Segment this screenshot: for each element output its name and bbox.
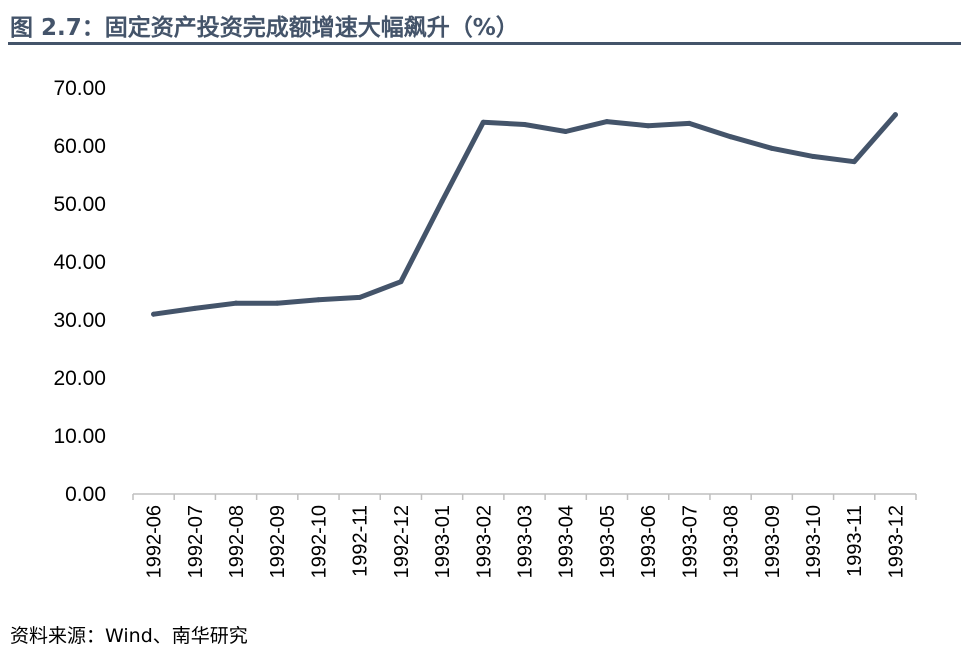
- y-tick-label: 70.00: [53, 77, 106, 100]
- data-point: [439, 198, 445, 204]
- x-tick-label: 1993-09: [762, 505, 784, 578]
- y-tick-label: 10.00: [53, 425, 106, 448]
- data-point: [686, 120, 692, 126]
- x-tick-label: 1992-11: [350, 505, 372, 577]
- figure-title: 图 2.7：固定资产投资完成额增速大幅飙升（%）: [10, 15, 519, 41]
- y-tick-label: 50.00: [53, 193, 106, 216]
- data-point: [563, 129, 569, 134]
- x-tick-label: 1993-11: [844, 505, 866, 577]
- data-point: [398, 279, 404, 285]
- x-axis: 1992-06 1992-07 1992-08 1992-09 1992-10 1992-…: [132, 493, 917, 578]
- data-point: [645, 123, 651, 129]
- x-tick-label: 1993-03: [515, 505, 537, 578]
- x-tick-label: 1993-08: [721, 505, 743, 578]
- x-tick-label: 1993-12: [885, 505, 907, 578]
- x-tick-label: 1992-06: [144, 505, 166, 578]
- series-group: [151, 112, 898, 317]
- title-divider: [8, 42, 961, 45]
- data-point: [192, 305, 198, 311]
- y-axis: 0.00 10.00 20.00 30.00 40.00 50.00 60.00 70.00: [53, 77, 106, 506]
- y-tick-label: 0.00: [65, 483, 106, 506]
- series-line: [151, 112, 898, 317]
- data-point: [233, 300, 239, 306]
- x-tick-label: 1992-08: [226, 505, 248, 578]
- y-tick-label: 40.00: [53, 251, 106, 274]
- data-point: [769, 145, 775, 151]
- data-point: [728, 134, 734, 140]
- data-point: [522, 122, 527, 128]
- y-tick-label: 20.00: [53, 367, 106, 390]
- data-point: [892, 112, 898, 118]
- source-note: 资料来源：Wind、南华研究: [10, 625, 248, 647]
- x-tick-label: 1993-10: [803, 505, 825, 578]
- x-tick-label: 1993-04: [556, 505, 578, 578]
- data-point: [274, 300, 280, 306]
- data-point: [151, 311, 157, 317]
- x-tick-label: 1992-12: [391, 505, 413, 578]
- data-point: [810, 153, 816, 159]
- x-tick-label: 1992-07: [185, 505, 207, 578]
- data-point: [480, 119, 486, 125]
- y-tick-label: 30.00: [53, 309, 106, 332]
- data-point: [315, 297, 321, 303]
- x-tick-label: 1993-07: [679, 505, 701, 578]
- x-tick-label: 1993-06: [638, 505, 660, 578]
- data-point: [604, 119, 610, 125]
- x-tick-label: 1993-05: [597, 505, 619, 578]
- data-point: [357, 294, 363, 300]
- x-tick-label: 1992-10: [308, 505, 330, 578]
- x-tick-label: 1993-02: [473, 505, 495, 578]
- x-tick-label: 1993-01: [432, 505, 454, 578]
- y-tick-label: 60.00: [53, 135, 106, 158]
- data-point: [851, 159, 857, 165]
- x-tick-label: 1992-09: [267, 505, 289, 578]
